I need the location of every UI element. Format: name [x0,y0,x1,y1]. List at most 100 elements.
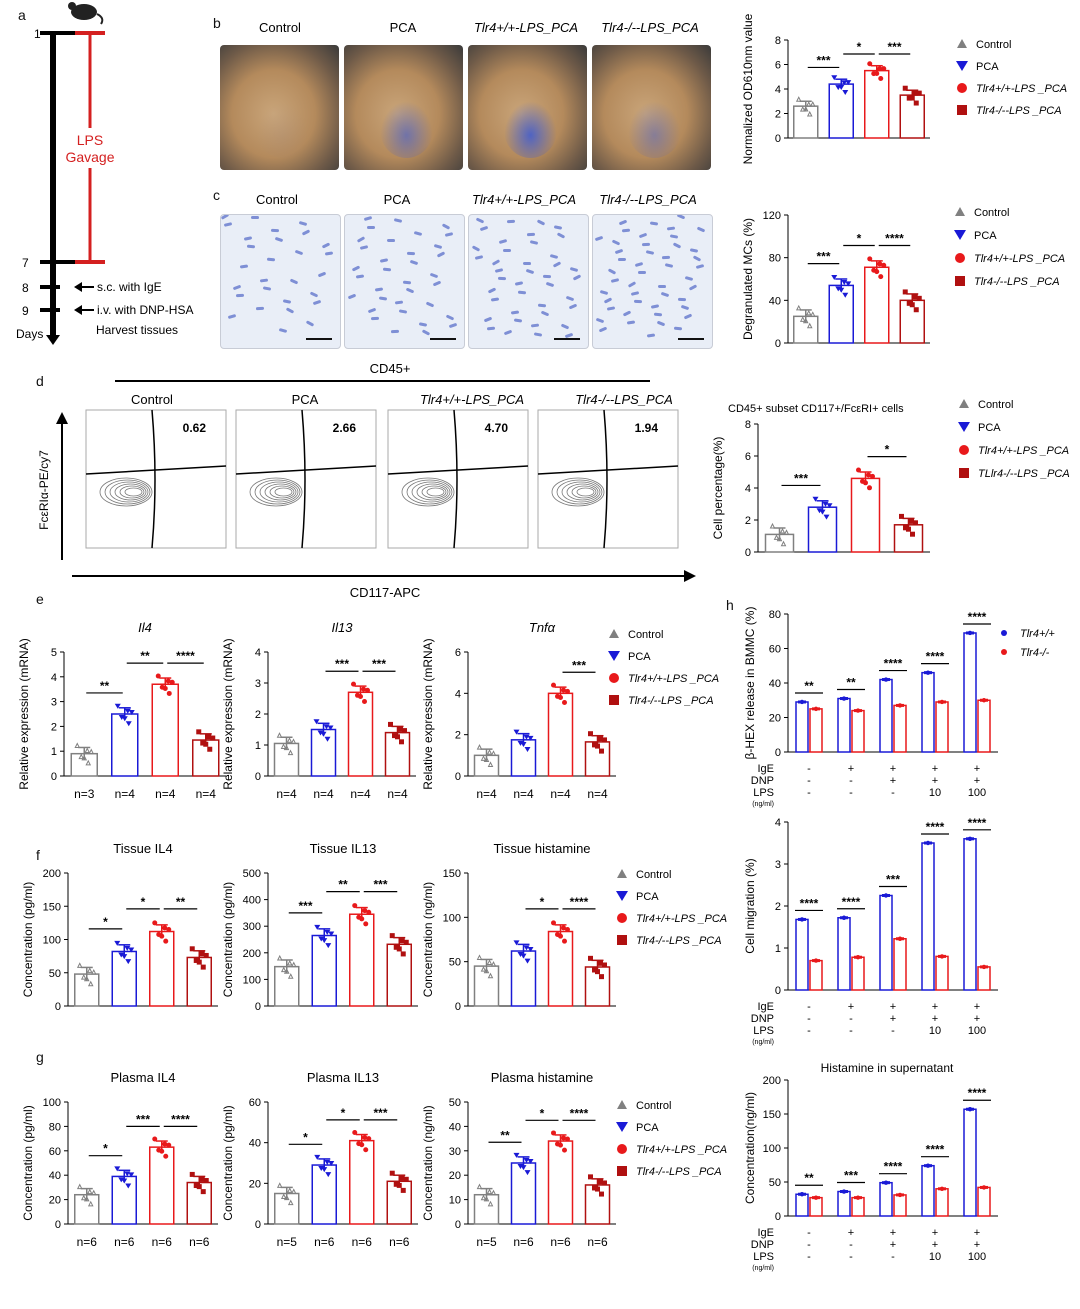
data-point [87,980,94,987]
y-axis-label: Concentration (pg/ml) [21,882,35,997]
data-point [562,938,567,944]
histology-cell [538,303,547,308]
c-header-wt: Tlr4+/+-LPS_PCA [472,192,576,207]
data-point [819,509,826,515]
data-point [897,703,903,708]
data-point [396,946,402,952]
data-point [773,534,780,540]
data-point [358,694,363,699]
significance-label: *** [844,1169,858,1183]
histology-cell [371,316,380,321]
y-tick-label: 0 [51,771,57,783]
data-point [320,731,327,737]
histology-cell [653,313,663,317]
data-point [867,485,872,491]
legend-marker [608,651,620,661]
arrow-left-icon [74,282,94,292]
data-point [388,721,393,727]
histology-cell [594,235,604,241]
treatment-value: - [849,787,853,799]
data-point [166,1142,172,1148]
bar [977,699,991,753]
bar [809,959,823,991]
histology-cell [285,306,295,314]
significance-label: **** [926,650,945,664]
data-point [84,747,91,753]
data-point [352,903,358,909]
y-axis-label: Concentration (ng/ml) [421,1105,435,1220]
legend-label-wt: Tlr4+/+-LPS _PCA [978,445,1069,457]
chart-f2: 0 100 200 300 400 500 Concentration (pg/ml) Tis… [221,841,418,1013]
data-point [845,80,852,86]
histology-cell [618,219,628,226]
d-header-control: Control [131,392,173,407]
bar [151,683,179,777]
treatment-label: DNP [751,775,774,787]
histology-wt [468,214,589,349]
bar [547,1140,574,1225]
y-tick-label: 100 [43,935,61,947]
y-tick-label: 0 [55,1001,61,1013]
treatment-unit: (ng/ml) [752,1039,774,1046]
significance-label: *** [298,899,312,913]
n-label: n=4 [313,787,334,801]
data-point [565,927,570,933]
bar [879,894,893,991]
data-point [816,508,823,514]
treatment-value: - [807,787,811,799]
legend-label-control: Control [974,207,1009,219]
bar [347,691,374,777]
histology-cell [363,216,373,222]
significance-label: * [141,895,146,909]
data-point [314,924,321,930]
bar [850,477,881,553]
data-point [561,687,566,693]
histology-cell [290,278,299,285]
y-tick-label: 150 [443,868,461,880]
y-tick-label: 0 [255,1219,261,1231]
bar [893,1194,907,1217]
bar [837,917,851,991]
data-point [313,719,320,725]
legend-label-control: Control [628,629,663,641]
data-point [602,962,607,968]
data-point [779,527,786,534]
data-point [83,975,90,982]
bar [935,701,949,753]
legend-marker [957,39,967,48]
data-point [856,467,861,473]
data-point [480,1194,487,1201]
data-point [561,925,566,931]
bar [510,950,537,1007]
n-label: n=5 [277,1235,298,1249]
bar [828,284,854,344]
y-tick-label: 0 [455,1001,461,1013]
significance-label: **** [885,232,904,246]
facs-contour [416,483,449,501]
treatment-label: LPS [753,1251,774,1263]
facs-value: 0.62 [183,421,207,435]
data-point [78,753,85,760]
significance-label: **** [800,896,819,910]
legend-marker [955,207,965,216]
data-point [86,967,93,973]
chart-title: Plasma IL13 [307,1070,379,1085]
data-point [855,1195,861,1200]
histology-cell [483,316,492,323]
facs-contour [249,477,303,507]
y-tick-label: 3 [51,697,57,709]
legend-marker [617,935,627,945]
significance-label: **** [570,895,589,909]
y-tick-label: 0 [745,547,751,559]
facs-contour [401,477,455,507]
histology-cell [262,286,272,291]
histology-cell [444,232,453,237]
histology-cell [228,313,237,319]
histology-cell [394,217,403,223]
data-point [913,307,919,313]
significance-label: **** [926,820,945,834]
y-tick-label: 4 [51,672,57,684]
chart-f3: 0 50 100 150 Concentration (ng/ml) Tissue his… [421,841,616,1013]
